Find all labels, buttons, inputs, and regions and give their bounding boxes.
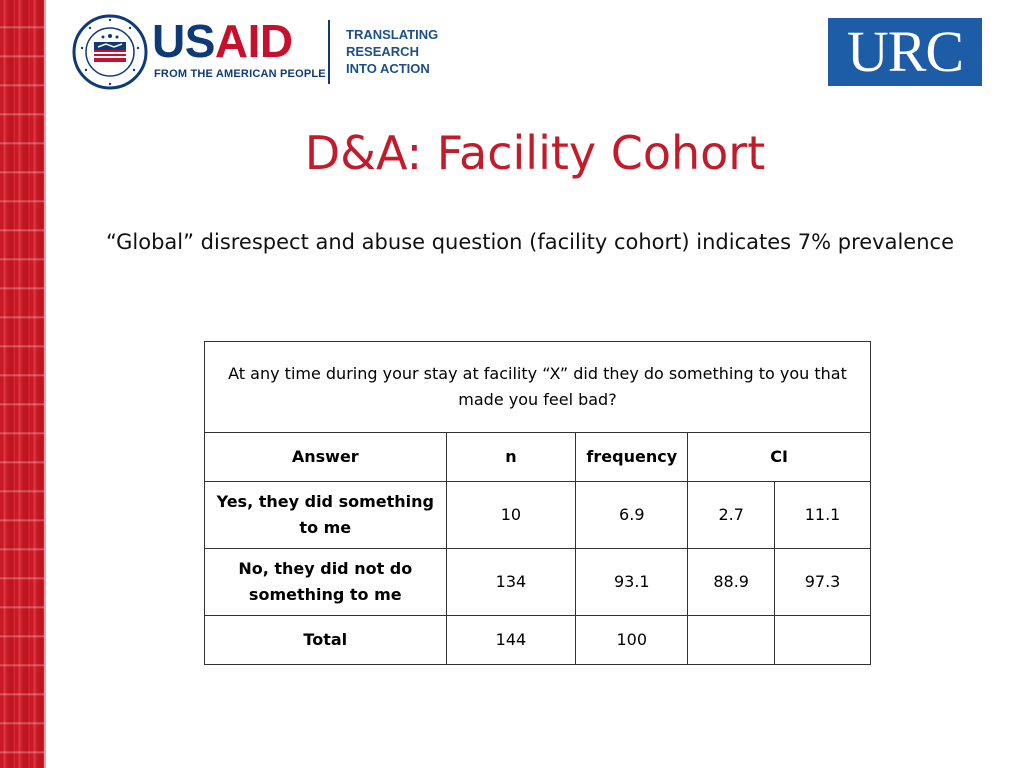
row-frequency: 6.9	[575, 481, 689, 549]
usaid-tagline: FROM THE AMERICAN PEOPLE	[154, 68, 326, 80]
slide-subtitle: “Global” disrespect and abuse question (…	[105, 230, 954, 254]
usaid-wordmark-aid: AID	[214, 15, 293, 67]
row-ci-low: 88.9	[687, 548, 776, 616]
usaid-wordmark: USAID	[152, 18, 293, 64]
slide-title: D&A: Facility Cohort	[304, 126, 766, 180]
row-n: 144	[445, 615, 577, 665]
row-answer: Yes, they did something to me	[204, 481, 447, 549]
header-ci: CI	[687, 432, 871, 482]
row-frequency: 100	[575, 615, 689, 665]
tria-logo-text: TRANSLATING RESEARCH INTO ACTION	[346, 26, 438, 77]
header-answer: Answer	[204, 432, 447, 482]
row-n: 134	[445, 548, 577, 616]
table-row: No, they did not do something to me 134 …	[204, 548, 871, 616]
row-frequency: 93.1	[575, 548, 689, 616]
table-row: Total 144 100	[204, 615, 871, 665]
header-n: n	[445, 432, 577, 482]
table-row: Yes, they did something to me 10 6.9 2.7…	[204, 481, 871, 549]
tria-line-3: INTO ACTION	[346, 61, 430, 76]
row-ci-high	[774, 615, 871, 665]
side-decorative-stripe	[0, 0, 44, 768]
tria-line-1: TRANSLATING	[346, 27, 439, 42]
row-ci-high: 97.3	[774, 548, 871, 616]
row-ci-low	[687, 615, 776, 665]
row-answer: No, they did not do something to me	[204, 548, 447, 616]
row-ci-low: 2.7	[687, 481, 776, 549]
header-frequency: frequency	[575, 432, 689, 482]
question-cell: At any time during your stay at facility…	[204, 341, 871, 433]
usaid-logo: USAID FROM THE AMERICAN PEOPLE TRANSLATI…	[72, 14, 452, 90]
tria-line-2: RESEARCH	[346, 44, 419, 59]
usaid-wordmark-us: US	[152, 15, 215, 67]
side-stripe-edge	[44, 0, 46, 768]
urc-logo: URC	[828, 18, 982, 86]
header-row: Answer n frequency CI	[204, 432, 871, 482]
row-ci-high: 11.1	[774, 481, 871, 549]
row-answer: Total	[204, 615, 447, 665]
logo-divider	[328, 20, 330, 84]
row-n: 10	[445, 481, 577, 549]
usaid-seal-icon	[72, 14, 148, 90]
question-row: At any time during your stay at facility…	[204, 341, 871, 433]
results-table: At any time during your stay at facility…	[204, 341, 871, 665]
